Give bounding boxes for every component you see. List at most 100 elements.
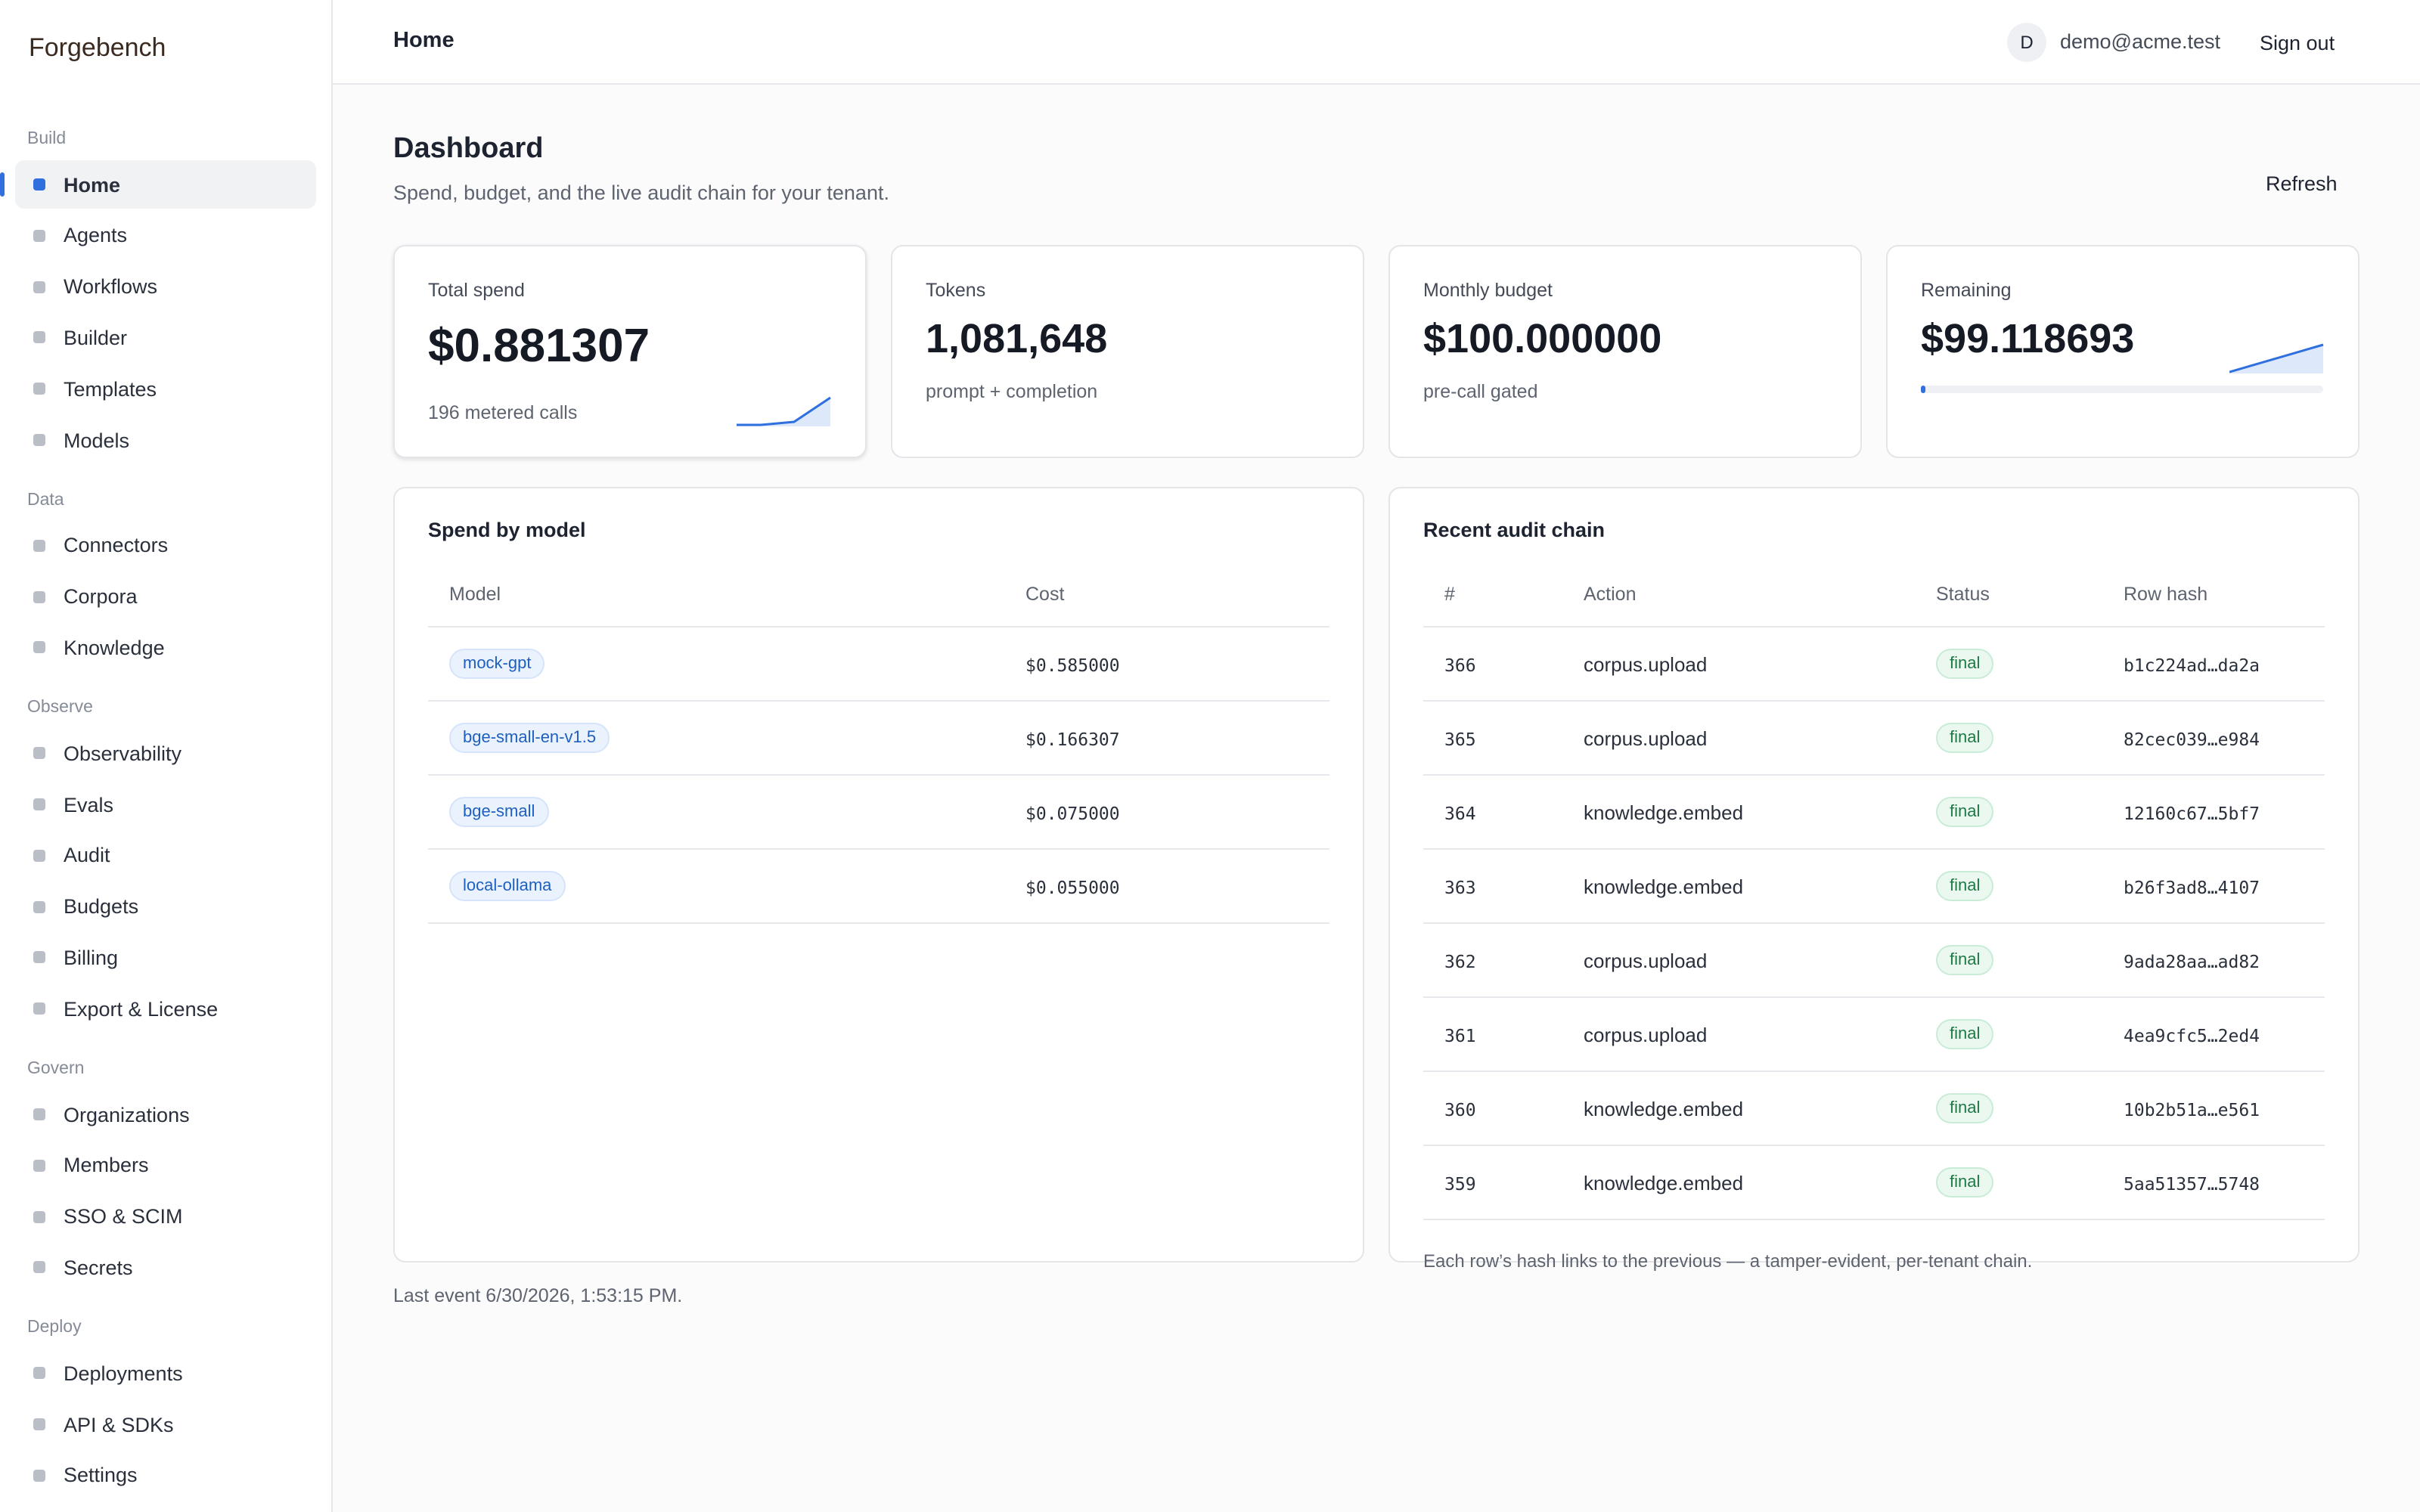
sparkline bbox=[737, 396, 831, 426]
nav-item[interactable]: Deployments bbox=[15, 1349, 316, 1397]
nav-icon bbox=[33, 229, 45, 242]
cell: knowledge.embed bbox=[1562, 849, 1915, 924]
nav-section: Data bbox=[27, 491, 64, 510]
model-pill: bge-small-en-v1.5 bbox=[449, 723, 610, 753]
table-row: 366 corpus.upload final b1c224ad…da2a bbox=[1423, 627, 2325, 702]
panel: Spend by model Model Cost mock-gpt $0.585000… bbox=[393, 487, 1364, 1263]
cell: bge-small-en-v1.5 bbox=[428, 701, 1004, 776]
page-subtitle: Spend, budget, and the live audit chain … bbox=[393, 181, 889, 204]
stat-note: pre-call gated bbox=[1423, 381, 1538, 402]
column-header: # bbox=[1423, 562, 1562, 627]
cell: 4ea9cfc5…2ed4 bbox=[2102, 997, 2325, 1072]
nav-item[interactable]: Export & License bbox=[15, 984, 316, 1033]
nav-icon bbox=[33, 590, 45, 603]
model-pill: mock-gpt bbox=[449, 649, 545, 679]
brand: Forgebench bbox=[29, 33, 166, 62]
nav-item[interactable]: Models bbox=[15, 416, 316, 464]
avatar: D bbox=[2007, 23, 2046, 62]
nav-item[interactable]: Knowledge bbox=[15, 624, 316, 672]
cell: 359 bbox=[1423, 1145, 1562, 1220]
nav-icon bbox=[33, 641, 45, 654]
table-row: 362 corpus.upload final 9ada28aa…ad82 bbox=[1423, 923, 2325, 998]
mono-text: 4ea9cfc5…2ed4 bbox=[2124, 1024, 2260, 1046]
nav-icon bbox=[33, 331, 45, 344]
status-pill: final bbox=[1936, 723, 1994, 753]
table-row: 365 corpus.upload final 82cec039…e984 bbox=[1423, 701, 2325, 776]
panel-title: Spend by model bbox=[428, 519, 586, 541]
nav-label: Home bbox=[64, 173, 121, 196]
nav-item[interactable]: Budgets bbox=[15, 882, 316, 931]
cell: bge-small bbox=[428, 775, 1004, 850]
nav-item[interactable]: Home bbox=[15, 160, 316, 209]
cell: $0.075000 bbox=[1004, 775, 1329, 850]
status-pill: final bbox=[1936, 945, 1994, 975]
nav-item[interactable]: SSO & SCIM bbox=[15, 1192, 316, 1241]
progress-fill bbox=[1921, 386, 1925, 393]
nav-label: API & SDKs bbox=[64, 1413, 174, 1436]
nav-item[interactable]: Observability bbox=[15, 729, 316, 777]
cell: corpus.upload bbox=[1562, 923, 1915, 998]
cell-text: corpus.upload bbox=[1584, 652, 1708, 675]
footnote: Each row’s hash links to the previous — … bbox=[1423, 1250, 2033, 1272]
nav-icon bbox=[33, 1210, 45, 1223]
mono-text: $0.166307 bbox=[1025, 728, 1120, 749]
cell: 12160c67…5bf7 bbox=[2102, 775, 2325, 850]
nav-item[interactable]: Corpora bbox=[15, 572, 316, 621]
nav-item[interactable]: Members bbox=[15, 1142, 316, 1190]
topbar: Home D demo@acme.test Sign out bbox=[333, 0, 2420, 85]
nav-icon bbox=[33, 178, 45, 191]
nav-icon bbox=[33, 434, 45, 446]
active-indicator bbox=[0, 172, 5, 197]
nav-item[interactable]: Workflows bbox=[15, 262, 316, 311]
cell: 362 bbox=[1423, 923, 1562, 998]
nav-item[interactable]: Settings bbox=[15, 1452, 316, 1500]
nav-section: Deploy bbox=[27, 1318, 82, 1337]
stat-value: $100.000000 bbox=[1423, 316, 1662, 361]
nav-label: Builder bbox=[64, 326, 128, 349]
column-header: Action bbox=[1562, 562, 1915, 627]
nav-icon bbox=[33, 1159, 45, 1172]
nav-item[interactable]: Templates bbox=[15, 364, 316, 413]
nav-icon bbox=[33, 383, 45, 395]
table-row: 364 knowledge.embed final 12160c67…5bf7 bbox=[1423, 775, 2325, 850]
table-row: 359 knowledge.embed final 5aa51357…5748 bbox=[1423, 1145, 2325, 1220]
sign-out[interactable]: Sign out bbox=[2260, 32, 2335, 54]
cell-text: knowledge.embed bbox=[1584, 1097, 1744, 1120]
cell: b26f3ad8…4107 bbox=[2102, 849, 2325, 924]
nav-label: Evals bbox=[64, 793, 114, 816]
progress-bar bbox=[1921, 386, 2323, 393]
stat-label: Total spend bbox=[428, 280, 525, 301]
stat-card: Remaining $99.118693 bbox=[1886, 245, 2360, 458]
nav-icon bbox=[33, 798, 45, 810]
cell: 366 bbox=[1423, 627, 1562, 702]
status-pill: final bbox=[1936, 1167, 1994, 1198]
nav-item[interactable]: API & SDKs bbox=[15, 1400, 316, 1448]
nav-item[interactable]: Connectors bbox=[15, 522, 316, 570]
nav-label: Knowledge bbox=[64, 636, 165, 659]
refresh-button[interactable]: Refresh bbox=[2266, 172, 2338, 195]
column-header: Model bbox=[428, 562, 1004, 627]
nav-item[interactable]: Organizations bbox=[15, 1090, 316, 1139]
nav-section: Govern bbox=[27, 1060, 85, 1078]
cell-text: corpus.upload bbox=[1584, 949, 1708, 971]
nav-item[interactable]: Builder bbox=[15, 314, 316, 362]
table-row: 363 knowledge.embed final b26f3ad8…4107 bbox=[1423, 849, 2325, 924]
nav-icon bbox=[33, 1108, 45, 1120]
nav-label: Deployments bbox=[64, 1362, 183, 1385]
nav-icon bbox=[33, 900, 45, 913]
mono-text: 9ada28aa…ad82 bbox=[2124, 950, 2260, 971]
stat-value: $99.118693 bbox=[1921, 316, 2135, 361]
cell-text: knowledge.embed bbox=[1584, 875, 1744, 897]
nav-icon bbox=[33, 280, 45, 293]
cell: $0.055000 bbox=[1004, 849, 1329, 924]
cell: $0.585000 bbox=[1004, 627, 1329, 702]
nav-item[interactable]: Evals bbox=[15, 780, 316, 829]
nav-item[interactable]: Billing bbox=[15, 934, 316, 982]
nav-item[interactable]: Agents bbox=[15, 212, 316, 260]
mono-text: 365 bbox=[1444, 728, 1476, 749]
column-header: Cost bbox=[1004, 562, 1329, 627]
nav-item[interactable]: Secrets bbox=[15, 1244, 316, 1292]
cell: 363 bbox=[1423, 849, 1562, 924]
cell-text: knowledge.embed bbox=[1584, 1171, 1744, 1194]
nav-item[interactable]: Audit bbox=[15, 832, 316, 880]
